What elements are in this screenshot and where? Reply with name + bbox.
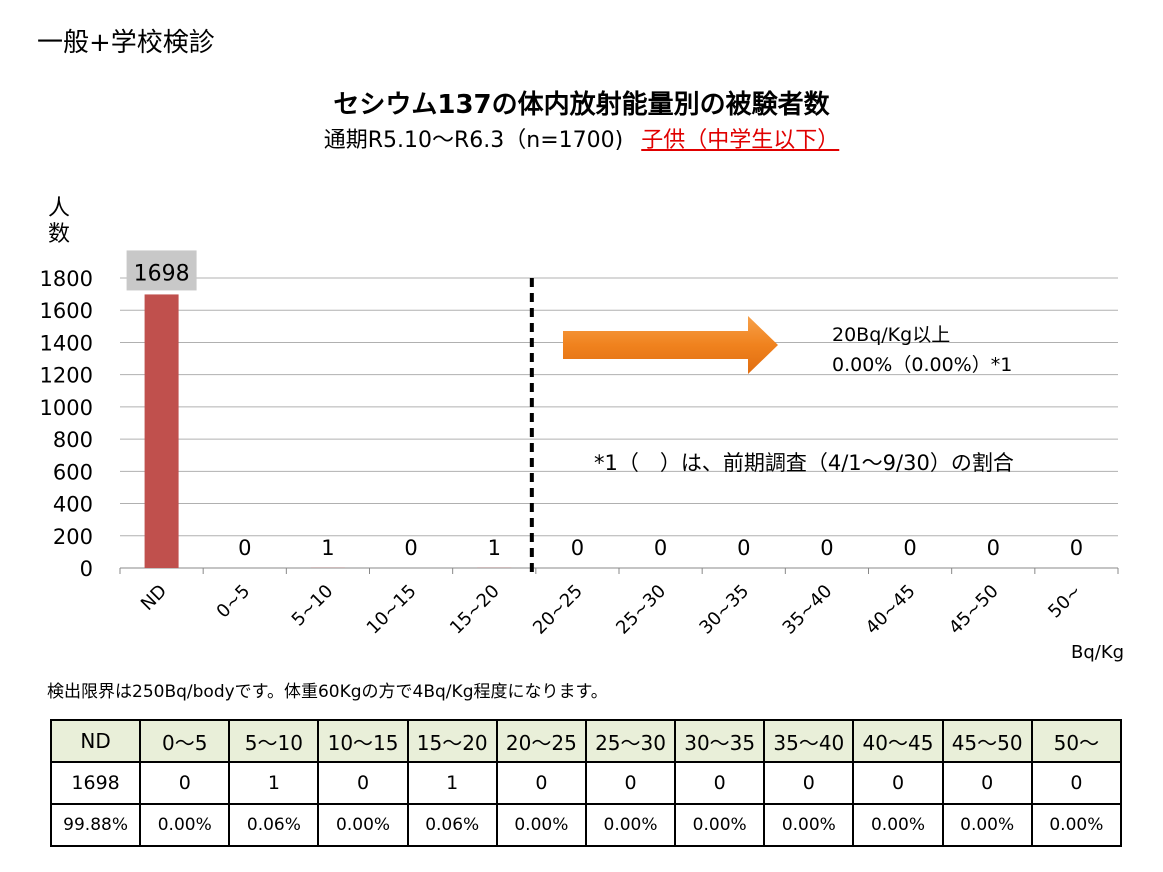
table-header-cell: 35～40 <box>763 719 855 763</box>
x-tick-label: 5~10 <box>288 581 338 631</box>
table-count-cell: 0 <box>1030 761 1123 805</box>
x-tick-label: 0~5 <box>213 581 255 623</box>
x-tick-label: ND <box>137 581 171 615</box>
table-header-cell: 15～20 <box>406 719 498 763</box>
y-tick-label: 1600 <box>40 299 93 323</box>
chart-subtitle: 通期R5.10～R6.3（n=1700) 子供（中学生以下） <box>0 122 1163 154</box>
table-percent-cell: 0.00% <box>941 803 1033 847</box>
subtitle-emphasis: 子供（中学生以下） <box>641 128 840 153</box>
y-tick-label: 600 <box>53 460 93 484</box>
table-count-cell: 0 <box>317 761 409 805</box>
data-label: 0 <box>238 536 251 560</box>
table-count-cell: 0 <box>763 761 855 805</box>
table-header-row: ND 0～5 5～10 10～15 15～20 20～25 25～30 30～3… <box>49 719 1123 763</box>
x-tick-label: 10~15 <box>363 581 421 639</box>
table-percent-cell: 0.00% <box>495 803 587 847</box>
table-count-cell: 0 <box>495 761 587 805</box>
table-count-cell: 1 <box>228 761 320 805</box>
x-tick-label: 50~ <box>1044 581 1086 623</box>
y-tick-label: 1400 <box>40 331 93 355</box>
y-tick-label: 800 <box>53 428 93 452</box>
x-tick-label: 45~50 <box>945 581 1003 639</box>
annotation-threshold: 20Bq/Kg以上 <box>832 324 951 346</box>
table-percent-cell: 0.00% <box>763 803 855 847</box>
page-header: 一般+学校検診 <box>37 28 215 58</box>
table-count-cell: 1 <box>406 761 498 805</box>
table-count-cell: 0 <box>941 761 1033 805</box>
table-header-cell: 10～15 <box>317 719 409 763</box>
table-count-row: 1698 0 1 0 1 0 0 0 0 0 0 0 <box>49 761 1123 805</box>
data-label: 0 <box>1070 536 1083 560</box>
table-count-cell: 0 <box>139 761 231 805</box>
table-header-cell: 50～ <box>1030 719 1123 763</box>
table-percent-cell: 0.00% <box>139 803 231 847</box>
data-label: 1 <box>488 536 501 560</box>
table-count-cell: 1698 <box>49 761 142 805</box>
table-count-cell: 0 <box>584 761 677 805</box>
y-tick-label: 200 <box>53 525 93 549</box>
data-label: 0 <box>737 536 750 560</box>
data-label: 0 <box>654 536 667 560</box>
x-axis-unit: Bq/Kg <box>1071 642 1125 663</box>
data-label-bg <box>126 250 197 291</box>
table-percent-cell: 0.00% <box>852 803 944 847</box>
y-tick-label: 1000 <box>40 396 93 420</box>
table-percent-cell: 0.00% <box>1030 803 1123 847</box>
y-tick-label: 1800 <box>40 267 93 291</box>
table-header-cell: 40～45 <box>852 719 944 763</box>
data-label: 0 <box>571 536 584 560</box>
annotation-percent: 0.00%（0.00%）*1 <box>832 354 1013 376</box>
table-percent-row: 99.88% 0.00% 0.06% 0.00% 0.06% 0.00% 0.0… <box>49 803 1123 847</box>
x-tick-label: 40~45 <box>862 581 920 639</box>
y-tick-label: 400 <box>53 493 93 517</box>
data-label: 1698 <box>134 261 190 286</box>
summary-table: ND 0～5 5～10 10～15 15～20 20～25 25～30 30～3… <box>49 719 1123 847</box>
x-tick-label: 35~40 <box>779 581 837 639</box>
data-label: 0 <box>987 536 1000 560</box>
table-percent-cell: 0.00% <box>317 803 409 847</box>
y-tick-label: 0 <box>80 557 93 581</box>
table-header-cell: ND <box>49 719 142 763</box>
table-header-cell: 5～10 <box>228 719 320 763</box>
annotation-note: *1（ ）は、前期調査（4/1～9/30）の割合 <box>594 451 1014 475</box>
y-tick-label: 1200 <box>40 364 93 388</box>
table-count-cell: 0 <box>852 761 944 805</box>
data-label: 0 <box>820 536 833 560</box>
table-count-cell: 0 <box>674 761 766 805</box>
y-axis-label: 人数 <box>48 196 71 247</box>
table-percent-cell: 0.06% <box>406 803 498 847</box>
detection-limit-note: 検出限界は250Bq/bodyです。体重60Kgの方で4Bq/Kg程度になります… <box>47 682 608 702</box>
x-tick-label: 25~30 <box>612 581 670 639</box>
table-header-cell: 0～5 <box>139 719 231 763</box>
subtitle-period: 通期R5.10～R6.3（n=1700) <box>323 128 624 153</box>
table-header-cell: 25～30 <box>584 719 677 763</box>
orange-arrow <box>563 316 778 374</box>
x-tick-label: 15~20 <box>446 581 504 639</box>
table-percent-cell: 0.00% <box>584 803 677 847</box>
data-label: 0 <box>903 536 916 560</box>
data-label: 1 <box>321 536 334 560</box>
table-percent-cell: 0.06% <box>228 803 320 847</box>
bar <box>144 294 179 568</box>
table-percent-cell: 0.00% <box>674 803 766 847</box>
table-header-cell: 30～35 <box>674 719 766 763</box>
data-label: 0 <box>404 536 417 560</box>
table-header-cell: 45～50 <box>941 719 1033 763</box>
table-header-cell: 20～25 <box>495 719 587 763</box>
x-tick-label: 20~25 <box>529 581 587 639</box>
table-percent-cell: 99.88% <box>49 803 142 847</box>
chart-title: セシウム137の体内放射能量別の被験者数 <box>333 90 830 120</box>
x-tick-label: 30~35 <box>695 581 753 639</box>
